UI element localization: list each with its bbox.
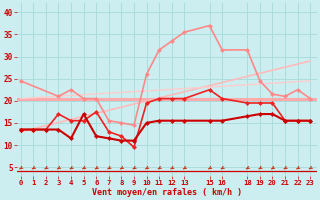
X-axis label: Vent moyen/en rafales ( km/h ): Vent moyen/en rafales ( km/h ) xyxy=(92,188,242,197)
